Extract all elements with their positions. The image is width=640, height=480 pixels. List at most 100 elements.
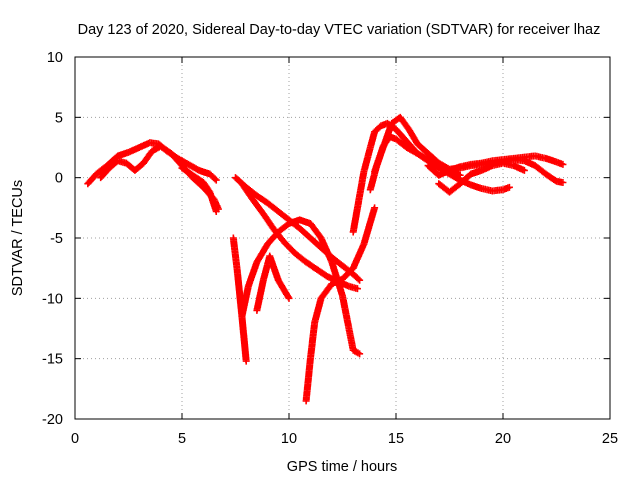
data-point-run [387,133,398,142]
data-point-run [200,180,213,195]
data-point-run [350,242,367,271]
data-point-run [104,153,121,168]
y-tick-label: 10 [47,50,63,66]
data-point [353,285,361,293]
data-point-run [447,181,463,195]
data-point-run [380,121,395,150]
y-tick-label: 5 [55,110,63,126]
tick-labels: 0 5 10 15 20 25 -20 -15 -10 -5 0 5 10 [42,50,618,447]
data-point-run [266,254,282,283]
data-points [84,113,567,405]
series-track-m [424,152,567,179]
y-tick-label: 0 [55,171,63,187]
data-point-run [85,171,99,186]
data-point [559,160,567,168]
y-tick-label: -20 [42,412,63,428]
data-point-run [340,265,356,282]
y-tick-label: -15 [42,352,63,368]
data-point-run [360,205,378,246]
data-point-run [406,127,420,146]
data-point-run [318,236,335,265]
data-point-run [98,165,112,180]
data-point-run [311,296,325,325]
data-point-run [206,190,220,214]
data-point-run [179,165,195,178]
data-point-run [314,266,330,280]
x-tick-label: 5 [178,431,186,447]
series-track-g [238,216,364,358]
data-point-run [447,171,463,183]
data-point-run [94,163,110,177]
data-point-run [532,163,548,177]
data-point-run [239,181,256,202]
data-point-run [276,221,292,235]
x-tick-label: 0 [71,431,79,447]
x-axis-label: GPS time / hours [287,459,397,475]
data-point [285,294,293,302]
data-point-run [304,259,319,272]
data-point-run [275,278,292,301]
chart-title: Day 123 of 2020, Sidereal Day-to-day VTE… [78,22,601,38]
data-point-run [190,172,206,186]
data-point-run [260,211,277,232]
data-point [212,207,220,215]
y-axis-label: SDTVAR / TECUs [10,180,26,296]
series-track-h [253,252,293,314]
data-point [505,183,513,191]
data-point-run [371,145,387,174]
data-point-run [186,161,202,174]
data-point [371,204,379,212]
data-point-run [307,221,324,241]
data-point-run [140,149,155,166]
data-point [520,166,528,174]
data-point-run [393,127,410,144]
x-tick-label: 15 [388,431,404,447]
data-point-run [318,281,335,301]
plot-frame [74,56,611,420]
data-point-run [308,235,324,251]
data-point-run [302,356,314,403]
data-point-run [457,171,474,187]
data-point [356,276,364,284]
data-point-run [415,141,431,156]
data-point-run [132,160,146,173]
series-track-c [178,164,220,215]
data-point-run [158,143,174,157]
series-track-n [435,159,528,196]
data-point-run [351,347,362,357]
data-point-run [554,159,565,168]
data-point-run [397,115,412,132]
data-point-run [297,225,313,241]
data-point-run [393,136,409,150]
series-track-i [302,204,379,405]
data-point-run [360,145,374,174]
data-point-run [207,171,219,183]
data-point-run [265,200,281,214]
data-point-run [168,151,185,168]
data-point-run [282,240,298,256]
y-tick-label: -10 [42,291,63,307]
data-point-run [354,169,368,210]
data-point-run [250,197,266,217]
data-point-run [501,184,512,193]
data-point-run [415,150,431,164]
data-point-run [404,144,420,157]
data-point-run [245,260,260,289]
data-point-run [254,193,270,206]
data-point [212,176,220,184]
data-point-run [379,120,390,129]
data-point-run [372,123,384,135]
data-point-run [293,251,309,265]
x-tick-label: 20 [495,431,511,447]
y-tick-label: -5 [50,231,63,247]
data-point-run [230,236,241,277]
data-point-run [339,294,353,331]
data-point-run [351,271,362,283]
data-point-run [425,151,442,166]
x-tick-label: 25 [602,431,618,447]
data-point [356,350,364,358]
data-point [559,178,567,186]
data-point-run [543,171,559,184]
data-point-run [265,229,281,247]
